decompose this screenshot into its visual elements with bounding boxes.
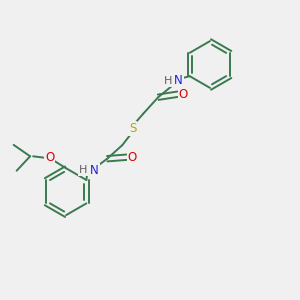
Text: O: O: [128, 151, 137, 164]
Text: N: N: [90, 164, 99, 177]
Text: H: H: [164, 76, 172, 86]
Text: N: N: [174, 74, 183, 87]
Text: O: O: [178, 88, 188, 101]
Text: S: S: [129, 122, 136, 135]
Text: O: O: [45, 151, 54, 164]
Text: H: H: [79, 165, 88, 175]
